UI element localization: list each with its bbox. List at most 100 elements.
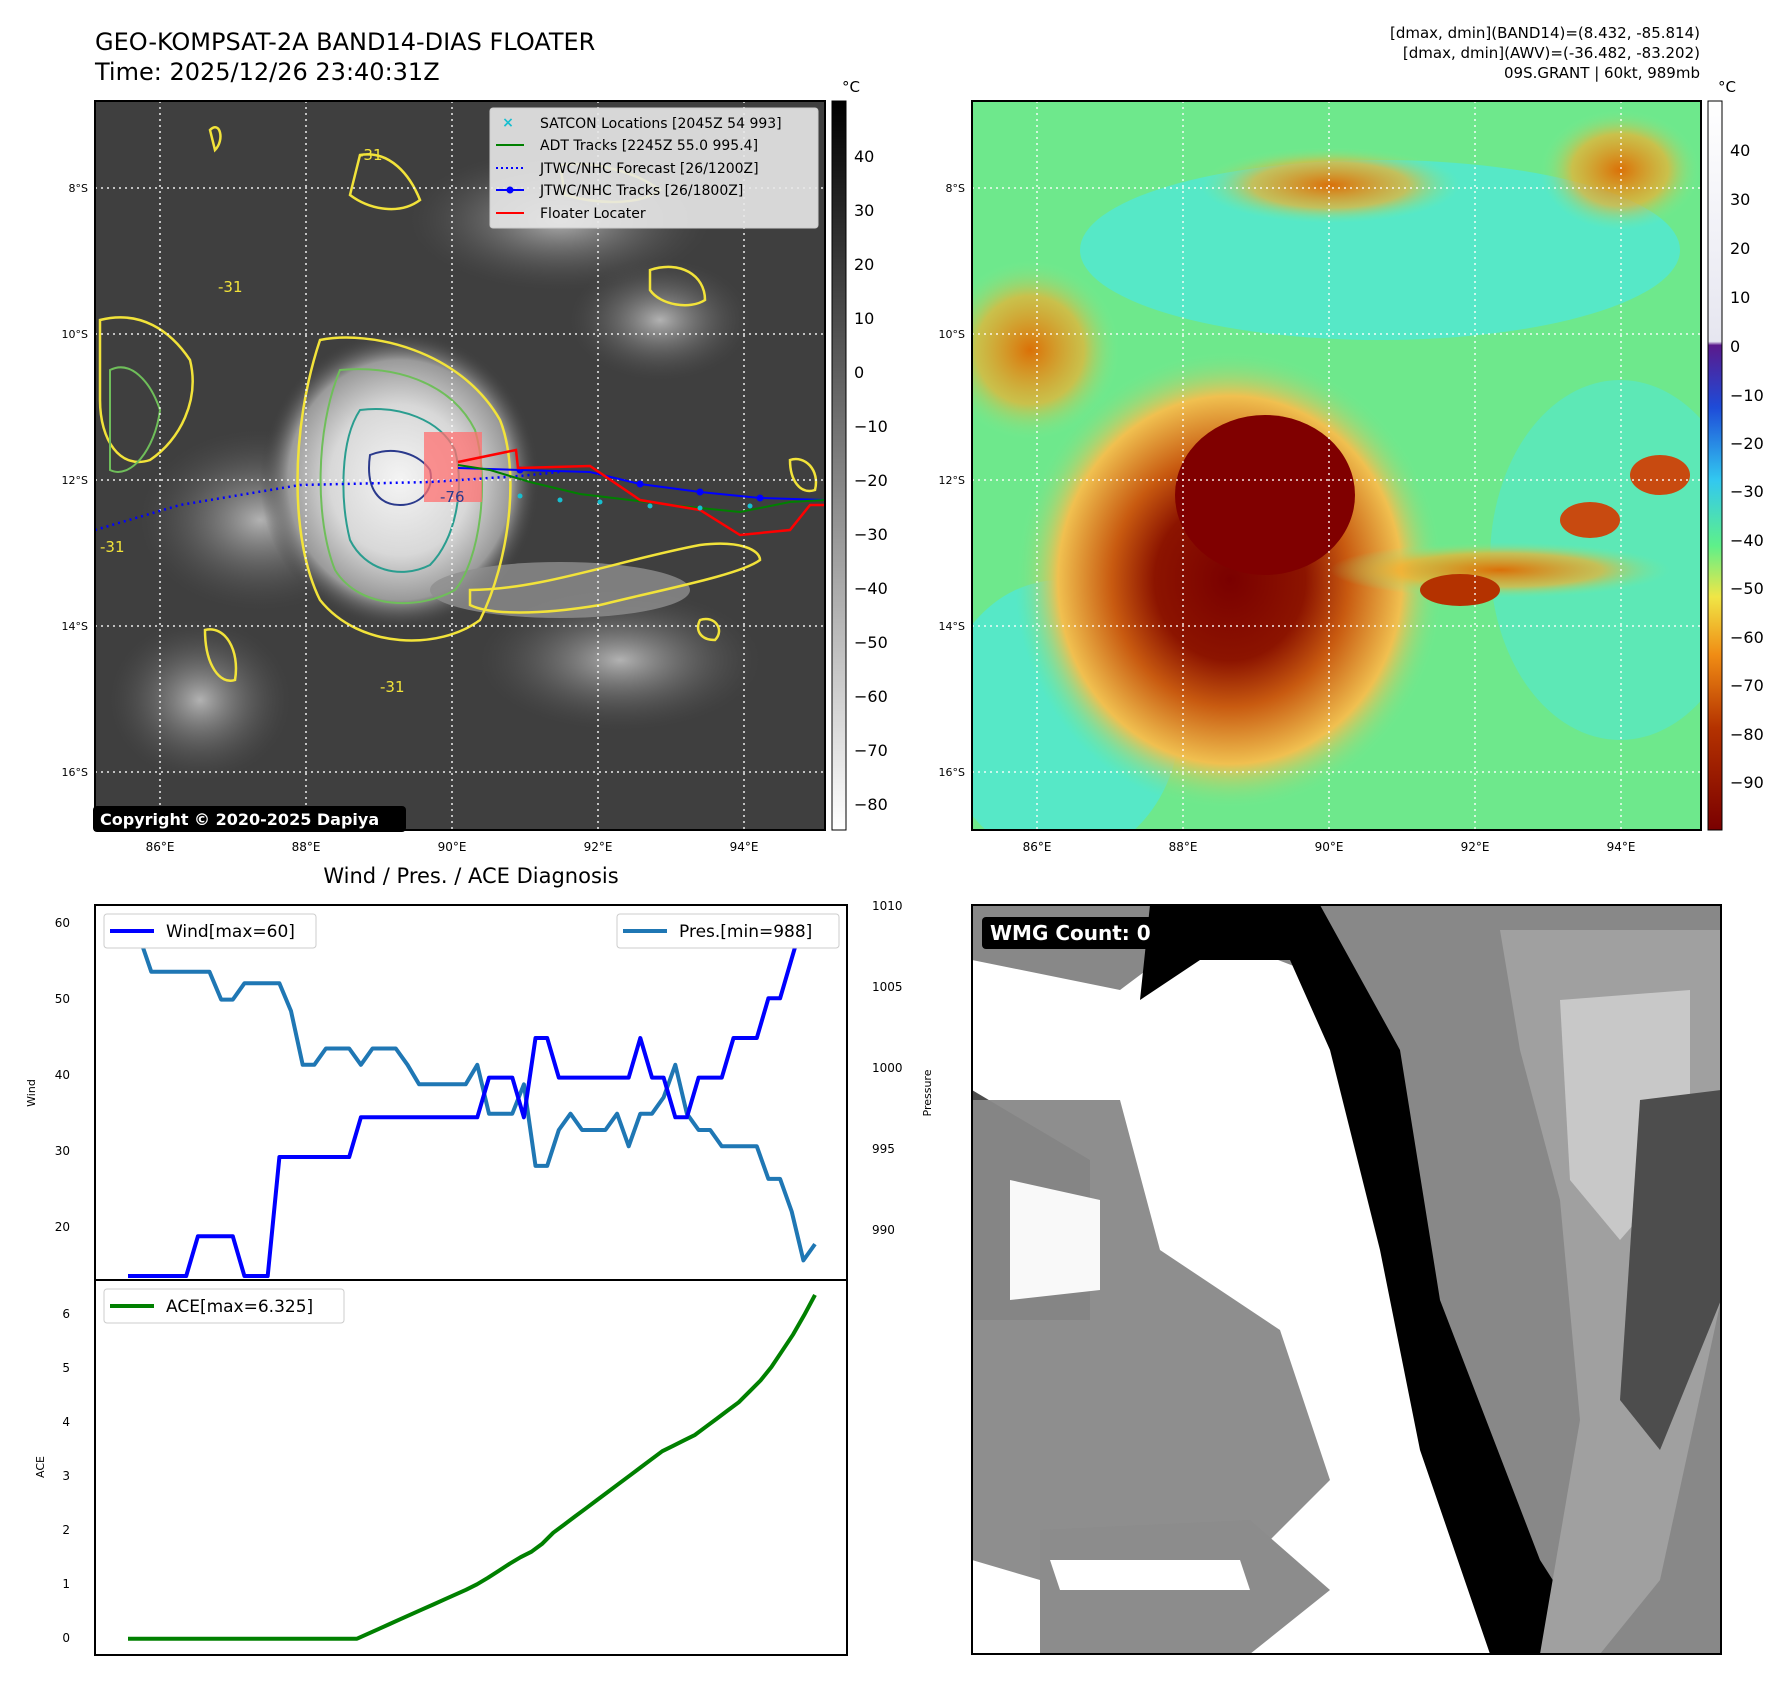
svg-text:90°E: 90°E (1315, 840, 1344, 854)
svg-text:40: 40 (854, 147, 874, 166)
legend-satcon: SATCON Locations [2045Z 54 993] (540, 116, 782, 132)
wind-line (128, 916, 815, 1278)
svg-text:88°E: 88°E (1169, 840, 1198, 854)
color-y-ticks: 8°S 10°S 12°S 14°S 16°S (939, 182, 965, 779)
svg-text:−20: −20 (854, 471, 888, 490)
svg-text:0: 0 (854, 363, 864, 382)
svg-text:−60: −60 (854, 687, 888, 706)
color-gridlines (972, 101, 1701, 830)
color-panel: 86°E 88°E 90°E 92°E 94°E 8°S 10°S 12°S 1… (939, 78, 1764, 854)
svg-text:8°S: 8°S (69, 182, 88, 195)
svg-text:−30: −30 (1730, 482, 1764, 501)
svg-text:−70: −70 (1730, 676, 1764, 695)
ir-gridlines (95, 101, 825, 830)
svg-text:12°S: 12°S (62, 474, 88, 487)
svg-text:14°S: 14°S (939, 620, 965, 633)
svg-text:1000: 1000 (872, 1061, 903, 1075)
ace-series-line (128, 1293, 817, 1641)
ir-tracks (95, 448, 825, 537)
svg-text:10°S: 10°S (939, 328, 965, 341)
svg-text:−40: −40 (854, 579, 888, 598)
legend-jtwc-forecast: JTWC/NHC Forecast [26/1200Z] (539, 161, 759, 177)
svg-text:-31: -31 (100, 538, 125, 556)
svg-text:16°S: 16°S (62, 766, 88, 779)
svg-text:8°S: 8°S (946, 182, 965, 195)
wind-left-ticks: 60 50 40 30 20 (55, 916, 70, 1234)
storm-info: 09S.GRANT | 60kt, 989mb (1504, 64, 1700, 82)
svg-text:−10: −10 (1730, 386, 1764, 405)
svg-text:2: 2 (62, 1523, 70, 1537)
svg-text:−20: −20 (1730, 434, 1764, 453)
ir-colorbar-unit: °C (842, 78, 860, 96)
svg-text:30: 30 (854, 201, 874, 220)
svg-text:88°E: 88°E (292, 840, 321, 854)
svg-text:86°E: 86°E (146, 840, 175, 854)
svg-text:−90: −90 (1730, 773, 1764, 792)
ir-contour-label-76: -76 (440, 488, 465, 506)
svg-text:990: 990 (872, 1223, 895, 1237)
figure-title: GEO-KOMPSAT-2A BAND14-DIAS FLOATER (95, 28, 595, 56)
ace-ylabel: ACE (34, 1456, 47, 1478)
svg-text:995: 995 (872, 1142, 895, 1156)
ir-panel: -31 -31 -31 -31 -76 × SATCON Locations [… (62, 78, 888, 854)
svg-text:Wind[max=60]: Wind[max=60] (166, 922, 295, 942)
svg-text:20: 20 (854, 255, 874, 274)
svg-text:60: 60 (55, 916, 70, 930)
wmg-count-label: WMG Count: 0 (990, 921, 1151, 945)
svg-text:0: 0 (62, 1631, 70, 1645)
svg-text:94°E: 94°E (1607, 840, 1636, 854)
color-x-ticks: 86°E 88°E 90°E 92°E 94°E (1023, 840, 1636, 854)
pressure-line (128, 935, 817, 1263)
figure-time: Time: 2025/12/26 23:40:31Z (94, 58, 440, 86)
ir-colorbar: °C 40 30 20 10 0 −10 −20 −30 −40 −50 −60… (831, 78, 888, 831)
svg-text:40: 40 (1730, 141, 1750, 160)
svg-text:20: 20 (1730, 239, 1750, 258)
svg-text:30: 30 (55, 1144, 70, 1158)
svg-text:10: 10 (854, 309, 874, 328)
svg-text:10: 10 (1730, 288, 1750, 307)
pressure-right-ticks: 1010 1005 1000 995 990 (872, 899, 903, 1237)
color-imagery (972, 110, 1701, 830)
wind-pressure-panel: Wind / Pres. / ACE Diagnosis Wind[max=60… (25, 864, 934, 1281)
legend-adt: ADT Tracks [2245Z 55.0 995.4] (540, 138, 758, 154)
stats-band14: [dmax, dmin](BAND14)=(8.432, -85.814) (1390, 24, 1700, 42)
svg-text:0: 0 (1730, 337, 1740, 356)
wmg-panel: WMG Count: 0 (971, 904, 1722, 1655)
svg-text:30: 30 (1730, 190, 1750, 209)
svg-text:ACE[max=6.325]: ACE[max=6.325] (166, 1297, 313, 1317)
svg-text:−10: −10 (854, 417, 888, 436)
svg-text:92°E: 92°E (1461, 840, 1490, 854)
svg-text:−50: −50 (1730, 579, 1764, 598)
svg-text:−70: −70 (854, 741, 888, 760)
svg-text:−80: −80 (1730, 725, 1764, 744)
ace-ticks: 6 5 4 3 2 1 0 (62, 1307, 70, 1645)
svg-text:−50: −50 (854, 633, 888, 652)
svg-text:-31: -31 (358, 146, 383, 164)
svg-text:92°E: 92°E (584, 840, 613, 854)
svg-text:40: 40 (55, 1068, 70, 1082)
legend-x-marker: × (502, 115, 514, 131)
svg-text:1: 1 (62, 1577, 70, 1591)
pressure-ylabel: Pressure (921, 1069, 934, 1116)
svg-text:14°S: 14°S (62, 620, 88, 633)
svg-text:−80: −80 (854, 795, 888, 814)
legend-floater: Floater Locater (540, 206, 646, 222)
wind-pressure-lines (128, 916, 817, 1278)
svg-text:50: 50 (55, 992, 70, 1006)
svg-text:94°E: 94°E (730, 840, 759, 854)
ace-legend: ACE[max=6.325] (103, 1288, 345, 1324)
legend-jtwc-tracks: JTWC/NHC Tracks [26/1800Z] (539, 183, 743, 199)
ace-line (128, 1293, 817, 1641)
svg-text:20: 20 (55, 1220, 70, 1234)
svg-text:5: 5 (62, 1361, 70, 1375)
svg-text:10°S: 10°S (62, 328, 88, 341)
stats-awv: [dmax, dmin](AWV)=(-36.482, -83.202) (1403, 44, 1700, 62)
svg-text:90°E: 90°E (438, 840, 467, 854)
svg-text:−40: −40 (1730, 531, 1764, 550)
svg-text:1010: 1010 (872, 899, 903, 913)
wind-legend: Wind[max=60] (103, 913, 317, 949)
svg-text:−30: −30 (854, 525, 888, 544)
pressure-legend: Pres.[min=988] (616, 913, 840, 949)
svg-text:12°S: 12°S (939, 474, 965, 487)
